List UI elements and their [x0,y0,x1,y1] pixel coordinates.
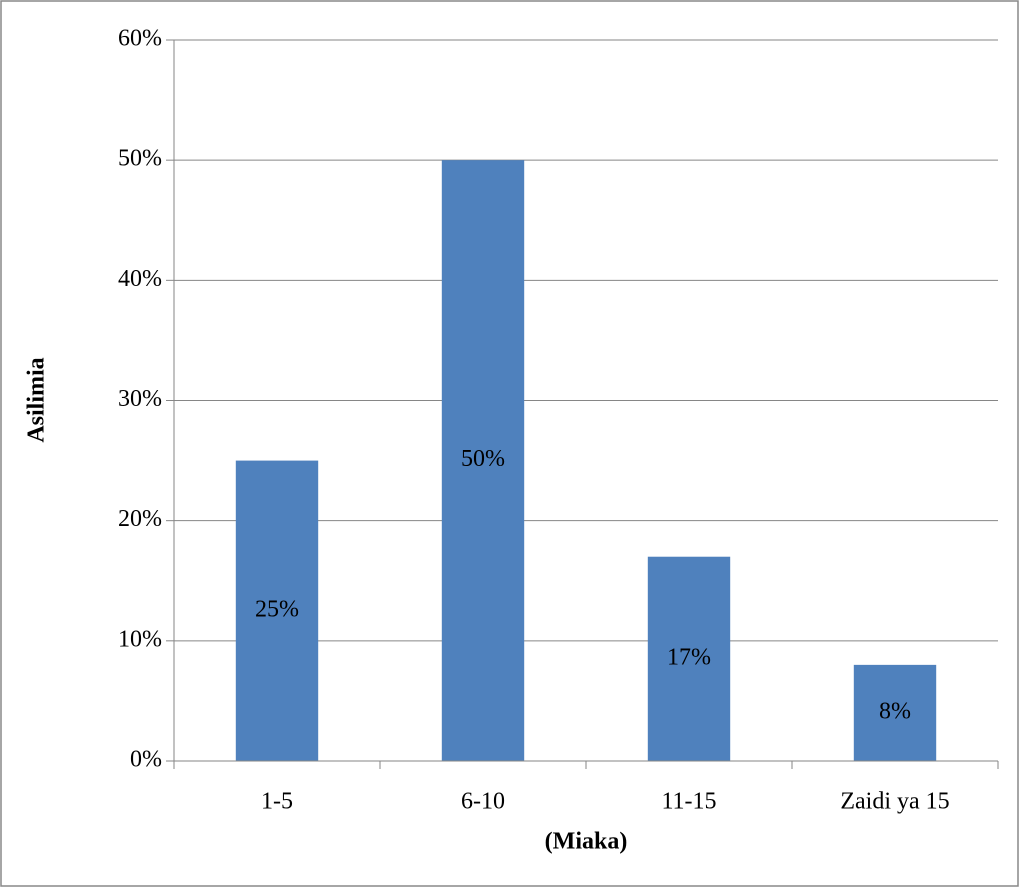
data-label: 8% [879,698,911,724]
bar [853,664,937,761]
x-tick-label: Zaidi ya 15 [840,789,949,815]
y-tick-label: 10% [118,626,162,652]
y-tick-label: 20% [118,506,162,532]
bar [235,460,319,761]
x-tick-label: 1-5 [261,789,293,815]
y-tick-label: 60% [118,26,162,52]
x-tick-label: 6-10 [461,789,505,815]
y-tick-label: 50% [118,146,162,172]
y-axis-title: Asilimia [24,357,50,442]
y-tick-label: 30% [118,386,162,412]
x-axis-title: (Miaka) [545,829,628,855]
data-label: 50% [461,446,505,472]
data-label: 17% [667,644,711,670]
x-tick-label: 11-15 [661,789,716,815]
y-tick-label: 0% [130,747,162,773]
y-tick-label: 40% [118,266,162,292]
data-label: 25% [255,596,299,622]
bar [647,556,731,761]
bar [441,160,525,761]
